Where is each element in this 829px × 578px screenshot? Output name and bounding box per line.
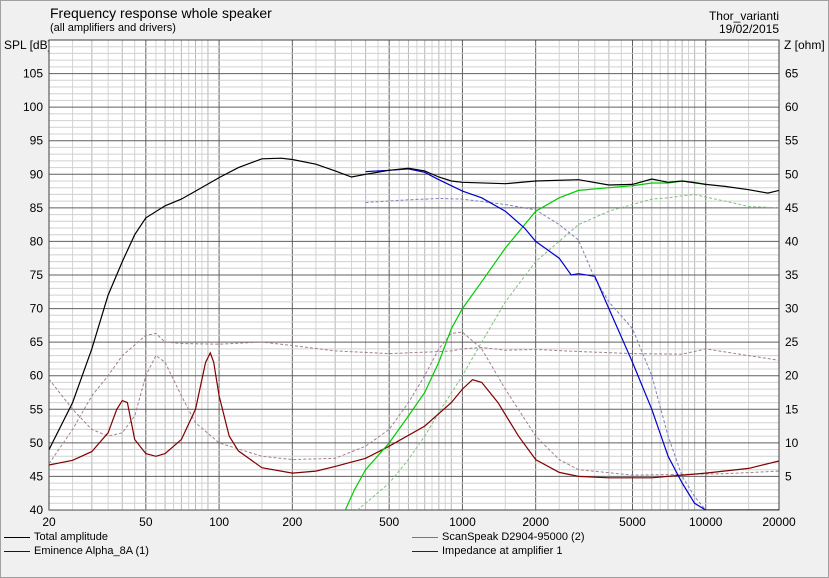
legend-item: Total amplitude: [4, 531, 108, 543]
series-line-impedance-at-amplifier-1: [49, 351, 779, 479]
y2-tick-label: 50: [785, 167, 799, 181]
x-tick-label: 5000: [619, 515, 646, 529]
legend-label: Total amplitude: [34, 531, 108, 543]
y-tick-label: 90: [30, 167, 44, 181]
y2-tick-label: 65: [785, 67, 799, 81]
y2-tick-label: 20: [785, 369, 799, 383]
y-tick-label: 70: [30, 302, 44, 316]
x-tick-label: 20000: [762, 515, 796, 529]
project-name: Thor_varianti: [708, 9, 779, 23]
x-tick-label: 10000: [689, 515, 723, 529]
x-tick-label: 1000: [449, 515, 476, 529]
series-line-dashed: [49, 332, 779, 464]
y2-tick-label: 35: [785, 268, 799, 282]
y-tick-label: 80: [30, 234, 44, 248]
y-tick-label: 45: [30, 469, 44, 483]
legend-label: ScanSpeak D2904-95000 (2): [442, 531, 585, 543]
x-tick-label: 50: [139, 515, 153, 529]
legend-item: ScanSpeak D2904-95000 (2): [412, 531, 584, 543]
y-tick-label: 65: [30, 335, 44, 349]
y-tick-label: 60: [30, 369, 44, 383]
legend-label: Eminence Alpha_8A (1): [34, 545, 149, 557]
legend-swatch: [4, 550, 30, 552]
chart-subtitle: (all amplifiers and drivers): [50, 22, 176, 34]
series-line-total-amplitude: [49, 157, 779, 450]
chart-title: Frequency response whole speaker: [50, 5, 272, 21]
series-line-scanspeak-d2904-95000-2: [49, 180, 706, 510]
y2-tick-label: 40: [785, 234, 799, 248]
plot-border: [48, 39, 780, 511]
y-tick-label: 100: [23, 100, 43, 114]
y-tick-label: 95: [30, 134, 44, 148]
x-tick-label: 200: [282, 515, 302, 529]
y-tick-label: 40: [30, 503, 44, 517]
legend-swatch: [412, 536, 438, 538]
x-tick-label: 500: [379, 515, 399, 529]
y2-tick-label: 5: [785, 469, 792, 483]
y2-tick-label: 30: [785, 302, 799, 316]
legend-item: Eminence Alpha_8A (1): [4, 545, 149, 557]
legend-swatch: [412, 550, 438, 552]
y2-tick-label: 15: [785, 402, 799, 416]
legend-label: Impedance at amplifier 1: [442, 545, 563, 557]
x-tick-label: 100: [209, 515, 229, 529]
y-tick-label: 50: [30, 436, 44, 450]
y2-axis-label: Z [ohm]: [784, 38, 825, 52]
y2-tick-label: 60: [785, 100, 799, 114]
x-tick-label: 2000: [522, 515, 549, 529]
y-tick-label: 75: [30, 268, 44, 282]
series-line-dashed: [365, 197, 707, 510]
series-line-eminence-alpha-8a-1: [365, 168, 779, 510]
y-tick-label: 105: [23, 67, 43, 81]
series-line-dashed: [356, 193, 779, 510]
series-line-dashed: [49, 331, 779, 476]
y2-tick-label: 55: [785, 134, 799, 148]
legend-item: Impedance at amplifier 1: [412, 545, 562, 557]
y-tick-label: 85: [30, 201, 44, 215]
x-tick-label: 20: [42, 515, 56, 529]
y-axis-label: SPL [dB]: [4, 38, 51, 52]
legend-swatch: [4, 536, 30, 538]
y2-tick-label: 25: [785, 335, 799, 349]
y2-tick-label: 10: [785, 436, 799, 450]
y2-tick-label: 45: [785, 201, 799, 215]
y-tick-label: 55: [30, 402, 44, 416]
chart-date: 19/02/2015: [718, 22, 779, 36]
